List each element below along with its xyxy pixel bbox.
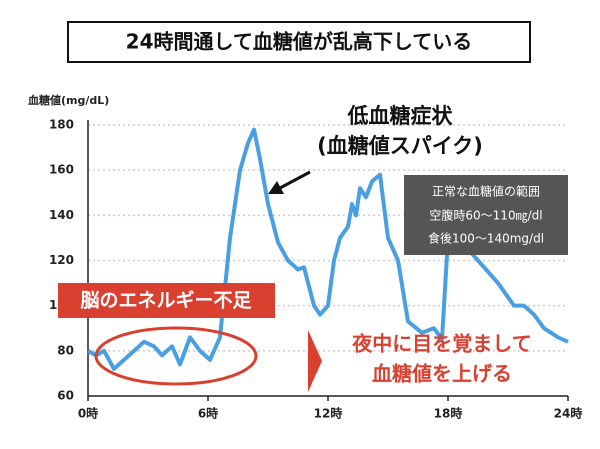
y-tick-label: 120	[49, 253, 74, 267]
y-tick-label: 180	[49, 118, 74, 132]
annotation: 空腹時60〜110㎎/dl	[429, 209, 542, 223]
y-tick-label: 160	[49, 163, 74, 177]
annotation: 血糖値を上げる	[372, 362, 512, 386]
x-tick-label: 24時	[554, 406, 583, 421]
y-axis-label: 血糖値(mg/dL)	[28, 93, 109, 107]
annotation: 正常な血糖値の範囲	[432, 184, 540, 199]
arrow-head	[268, 181, 284, 194]
y-tick-label: 140	[49, 208, 74, 222]
title-box	[67, 21, 531, 63]
highlight-ellipse	[94, 326, 258, 386]
x-tick-label: 6時	[198, 406, 218, 421]
arrow-shaft	[279, 170, 311, 190]
marker-triangle	[308, 330, 322, 392]
annotation: 食後100〜140mg/dl	[428, 231, 544, 246]
range-box	[404, 175, 568, 255]
x-tick-label: 0時	[78, 406, 98, 421]
x-tick-label: 12時	[314, 406, 343, 421]
chart-title: 24時間通して血糖値が乱高下している	[126, 30, 473, 54]
y-tick-label: 60	[57, 389, 74, 403]
annotation: (血糖値スパイク)	[317, 134, 483, 158]
annotation: 低血糖症状	[347, 104, 454, 128]
annotation: 脳のエネルギー不足	[79, 290, 252, 312]
x-tick-label: 18時	[434, 406, 463, 421]
annotation: 夜中に目を覚まして	[351, 332, 531, 356]
y-tick-label: 80	[57, 343, 74, 357]
label-box	[58, 283, 275, 318]
